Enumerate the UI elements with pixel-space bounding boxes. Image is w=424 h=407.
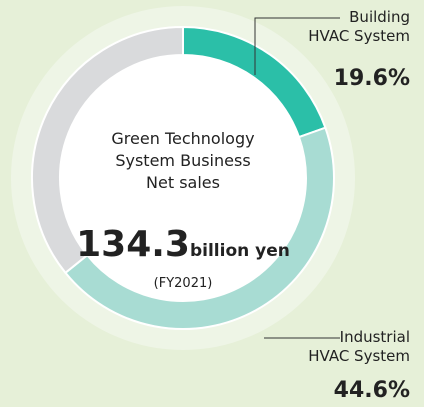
inner-disc xyxy=(60,55,306,301)
note: (FY2021) xyxy=(153,276,213,291)
value-label: 44.6% xyxy=(333,378,410,403)
segment-label: Building HVAC System xyxy=(308,8,410,45)
center-text: Green Technology System Business Net sal… xyxy=(111,129,255,192)
total-unit: billion yen xyxy=(189,241,290,261)
segment-label: Industrial HVAC System xyxy=(308,328,410,365)
value-label: 19.6% xyxy=(333,66,410,91)
total: 134.3 xyxy=(76,224,190,265)
total-row: 134.3billion yen xyxy=(63,224,303,265)
leader-line xyxy=(254,17,340,75)
